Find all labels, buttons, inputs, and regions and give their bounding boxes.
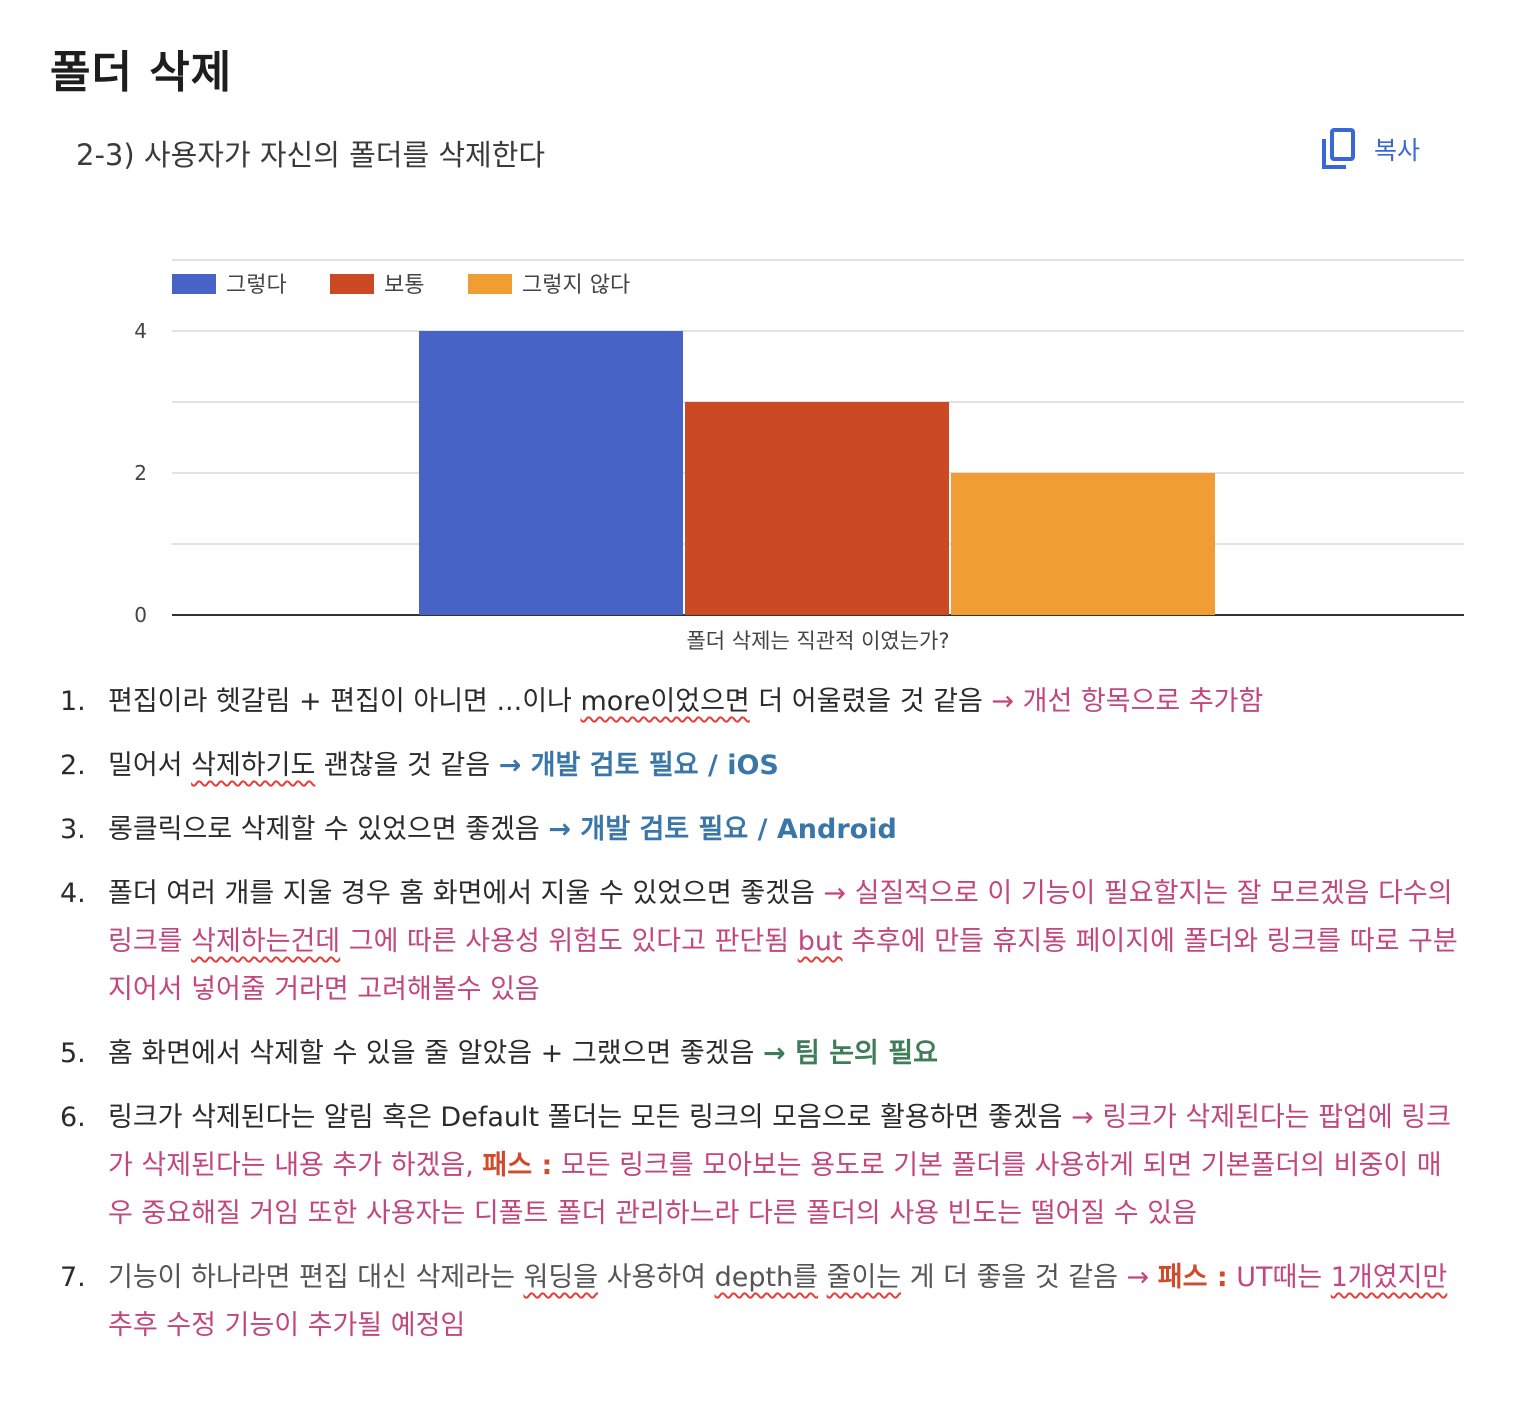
note-text: 패스 : bbox=[1157, 1262, 1228, 1293]
note-text: 1개였지만 bbox=[1330, 1262, 1448, 1293]
bar-chart: 0 2 4 폴더 삭제는 직관적 이였는가? 그렇다 보통 그렇지 않다 bbox=[0, 230, 1518, 670]
note-item: 5. 홈 화면에서 삭제할 수 있을 줄 알았음 + 그랬으면 좋겠음 → 팀 논… bbox=[60, 1030, 1460, 1078]
copy-icon bbox=[1320, 127, 1356, 171]
note-text: but bbox=[797, 926, 843, 957]
note-item: 1. 편집이라 헷갈림 + 편집이 아니면 ...이나 more이었으면 더 어울… bbox=[60, 678, 1460, 726]
note-text: 더 어울렸을 것 같음 bbox=[749, 686, 992, 717]
note-text: → 팀 논의 필요 bbox=[762, 1038, 938, 1069]
legend-swatch bbox=[172, 274, 216, 294]
legend-label: 보통 bbox=[384, 273, 424, 298]
note-item: 2. 밀어서 삭제하기도 괜찮을 것 같음 → 개발 검토 필요 / iOS bbox=[60, 742, 1460, 790]
note-number: 7. bbox=[60, 1262, 86, 1293]
note-text: 삭제하기도 bbox=[191, 750, 316, 781]
note-text: more이었으면 bbox=[580, 686, 750, 717]
note-number: 3. bbox=[60, 814, 86, 845]
note-text: 워딩을 bbox=[523, 1262, 599, 1293]
legend-swatch bbox=[330, 274, 374, 294]
note-text: → 개선 항목으로 추가함 bbox=[991, 686, 1264, 717]
note-text: 폴더 여러 개를 지울 경우 홈 화면에서 지울 수 있었으면 좋겠음 bbox=[108, 878, 824, 909]
note-item: 6. 링크가 삭제된다는 알림 혹은 Default 폴더는 모든 링크의 모음으… bbox=[60, 1094, 1460, 1238]
note-text: → 링크가 삭제된다는 팝업에 링크가 삭제된다는 내용 추가 하겠음, bbox=[108, 1102, 1451, 1181]
note-number: 1. bbox=[60, 686, 86, 717]
note-text bbox=[818, 1262, 827, 1293]
note-number: 6. bbox=[60, 1102, 86, 1133]
notes-list: 1. 편집이라 헷갈림 + 편집이 아니면 ...이나 more이었으면 더 어울… bbox=[60, 678, 1460, 1366]
note-text: 추후 수정 기능이 추가될 예정임 bbox=[108, 1310, 466, 1341]
note-number: 5. bbox=[60, 1038, 86, 1069]
note-text: 사용하여 bbox=[598, 1262, 715, 1293]
question-title: 2-3) 사용자가 자신의 폴더를 삭제한다 bbox=[76, 138, 546, 172]
page-title: 폴더 삭제 bbox=[50, 47, 233, 98]
note-text: → 개발 검토 필요 / iOS bbox=[498, 750, 779, 781]
note-text: 밀어서 bbox=[108, 750, 192, 781]
note-text: → bbox=[1126, 1262, 1158, 1293]
note-number: 2. bbox=[60, 750, 86, 781]
y-tick-label: 4 bbox=[134, 319, 147, 343]
note-text: 게 더 좋을 것 같음 bbox=[901, 1262, 1127, 1293]
note-text: 기능이 하나라면 편집 대신 삭제라는 bbox=[108, 1262, 524, 1293]
note-text: 롱클릭으로 삭제할 수 있었으면 좋겠음 bbox=[108, 814, 549, 845]
note-text: → 개발 검토 필요 / Android bbox=[548, 814, 897, 845]
note-text: 그에 따른 사용성 위험도 있다고 판단됨 bbox=[340, 926, 798, 957]
note-text: 패스 : bbox=[482, 1150, 553, 1181]
copy-button[interactable]: 복사 bbox=[1320, 124, 1420, 174]
note-item: 3. 롱클릭으로 삭제할 수 있었으면 좋겠음 → 개발 검토 필요 / Andr… bbox=[60, 806, 1460, 854]
x-category-label: 폴더 삭제는 직관적 이였는가? bbox=[686, 629, 949, 653]
bar-그렇다 bbox=[419, 331, 683, 615]
note-item: 7. 기능이 하나라면 편집 대신 삭제라는 워딩을 사용하여 depth를 줄이… bbox=[60, 1254, 1460, 1350]
y-tick-label: 0 bbox=[134, 603, 147, 627]
note-text: 추후에 만들 휴지통 페이지에 폴더와 링크를 따로 구분지어서 넣어줄 거라면… bbox=[108, 926, 1458, 1005]
legend-swatch bbox=[468, 274, 512, 294]
note-text: 편집이라 헷갈림 + 편집이 아니면 ...이나 bbox=[108, 686, 581, 717]
note-text: 줄이는 bbox=[826, 1262, 902, 1293]
copy-label: 복사 bbox=[1374, 136, 1421, 165]
bar-그렇지 않다 bbox=[951, 473, 1215, 615]
note-text: 괜찮을 것 같음 bbox=[315, 750, 499, 781]
note-text: 링크가 삭제된다는 알림 혹은 Default 폴더는 모든 링크의 모음으로 … bbox=[108, 1102, 1072, 1133]
note-text: UT때는 bbox=[1227, 1262, 1331, 1293]
note-number: 4. bbox=[60, 878, 86, 909]
note-text: 삭제하는건데 bbox=[191, 926, 341, 957]
chart-svg: 0 2 4 폴더 삭제는 직관적 이였는가? 그렇다 보통 그렇지 않다 bbox=[134, 259, 1464, 653]
bar-보통 bbox=[685, 402, 949, 615]
note-text: depth를 bbox=[714, 1262, 819, 1293]
legend-label: 그렇다 bbox=[226, 273, 287, 298]
y-tick-label: 2 bbox=[134, 461, 147, 485]
note-text: 모든 링크를 모아보는 용도로 기본 폴더를 사용하게 되면 기본폴더의 비중이… bbox=[108, 1150, 1442, 1229]
note-text: → 실질적으로 이 기능이 필요할지는 잘 모르겠음 다수의 링크를 bbox=[108, 878, 1453, 957]
note-text: 홈 화면에서 삭제할 수 있을 줄 알았음 + 그랬으면 좋겠음 bbox=[108, 1038, 763, 1069]
note-item: 4. 폴더 여러 개를 지울 경우 홈 화면에서 지울 수 있었으면 좋겠음 → … bbox=[60, 870, 1460, 1014]
legend-label: 그렇지 않다 bbox=[522, 273, 630, 298]
